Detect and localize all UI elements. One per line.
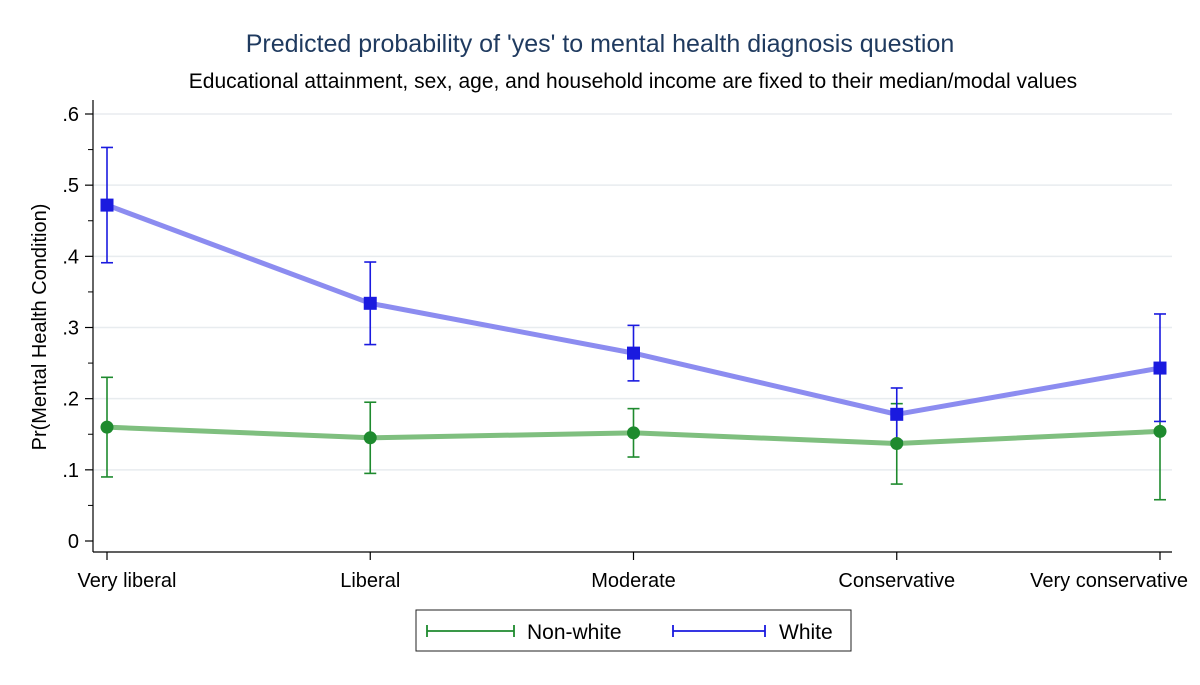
y-tick-label: .3 [62, 318, 79, 340]
data-point [627, 426, 640, 440]
y-tick-label: .4 [62, 246, 79, 268]
data-point [100, 198, 114, 212]
y-tick-label: .1 [62, 460, 79, 482]
gridlines [93, 113, 1172, 471]
x-tick-label: Moderate [591, 570, 676, 592]
series-line [106, 202, 1161, 417]
chart-subtitle: Educational attainment, sex, age, and ho… [189, 70, 1077, 93]
x-tick-label: Liberal [340, 570, 400, 592]
data-point [1153, 424, 1167, 438]
legend-label: Non-white [527, 621, 622, 644]
data-point [890, 407, 904, 421]
legend-label: White [779, 621, 833, 644]
data-point [363, 296, 377, 310]
data-point [627, 346, 640, 360]
y-tick-label: .5 [62, 175, 79, 197]
data-point [100, 420, 114, 434]
y-tick-label: .2 [62, 389, 79, 411]
y-tick-label: 0 [68, 531, 79, 553]
x-tick-label: Very conservative [1030, 570, 1188, 592]
y-axis-label: Pr(Mental Health Condition) [29, 204, 51, 451]
series-group [100, 146, 1167, 501]
data-point [1153, 361, 1167, 375]
chart-title: Predicted probability of 'yes' to mental… [246, 30, 955, 58]
axes: 0 .1 .2 .3 .4 .5 .6 Very liberal Liberal Moderate… [62, 100, 1188, 592]
x-tick-label: Conservative [838, 570, 955, 592]
data-point [363, 431, 377, 445]
x-tick-label: Very liberal [78, 570, 177, 592]
legend: Non-white White [415, 609, 852, 652]
y-tick-label: .6 [62, 104, 79, 126]
data-point [890, 437, 904, 451]
